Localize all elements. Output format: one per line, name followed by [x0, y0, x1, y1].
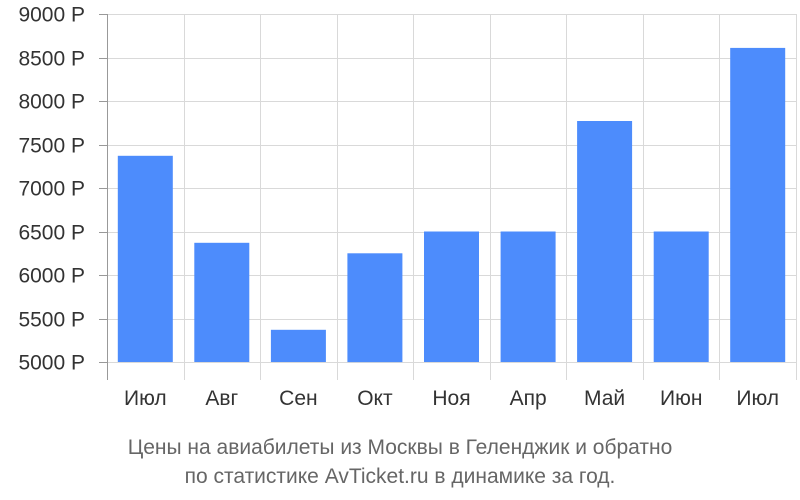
x-tick-label: Май — [584, 387, 625, 410]
bar — [500, 231, 556, 362]
bars — [117, 47, 786, 363]
bar — [577, 121, 633, 362]
x-tick-label: Июл — [736, 387, 779, 410]
caption-line-1: Цены на авиабилеты из Москвы в Геленджик… — [128, 436, 673, 459]
x-tick-label: Окт — [357, 387, 393, 410]
x-tick-label: Ноя — [432, 387, 470, 410]
y-tick-label: 8500 Р — [18, 48, 85, 71]
bar — [117, 155, 173, 362]
caption-line-2: по статистике AvTicket.ru в динамике за … — [185, 465, 616, 488]
chart-caption: Цены на авиабилеты из Москвы в Геленджик… — [128, 436, 673, 488]
x-axis-labels: Июл Авг Сен Окт Ноя Апр Май Июн Июл — [124, 387, 779, 410]
bar — [270, 329, 326, 362]
y-tick-label: 6500 Р — [18, 222, 85, 245]
bar — [347, 253, 403, 363]
y-tick-label: 8000 Р — [18, 91, 85, 114]
x-tick-label: Сен — [279, 387, 317, 410]
x-tick-label: Июл — [124, 387, 167, 410]
x-tick-label: Авг — [205, 387, 238, 410]
y-tick-label: 6000 Р — [18, 265, 85, 288]
y-tick-label: 7000 Р — [18, 178, 85, 201]
axes — [99, 14, 108, 380]
x-tick-label: Июн — [660, 387, 702, 410]
bar — [424, 231, 479, 362]
y-tick-label: 9000 Р — [18, 4, 85, 27]
y-tick-label: 7500 Р — [18, 135, 85, 158]
bar — [653, 231, 709, 362]
grid — [107, 14, 797, 380]
bar — [730, 47, 786, 363]
y-tick-label: 5000 Р — [18, 352, 85, 375]
y-tick-label: 5500 Р — [18, 309, 85, 332]
bar — [194, 242, 250, 362]
x-tick-label: Апр — [510, 387, 547, 410]
y-axis-labels: 5000 Р 5500 Р 6000 Р 6500 Р 7000 Р 7500 Р 8000… — [18, 4, 85, 375]
